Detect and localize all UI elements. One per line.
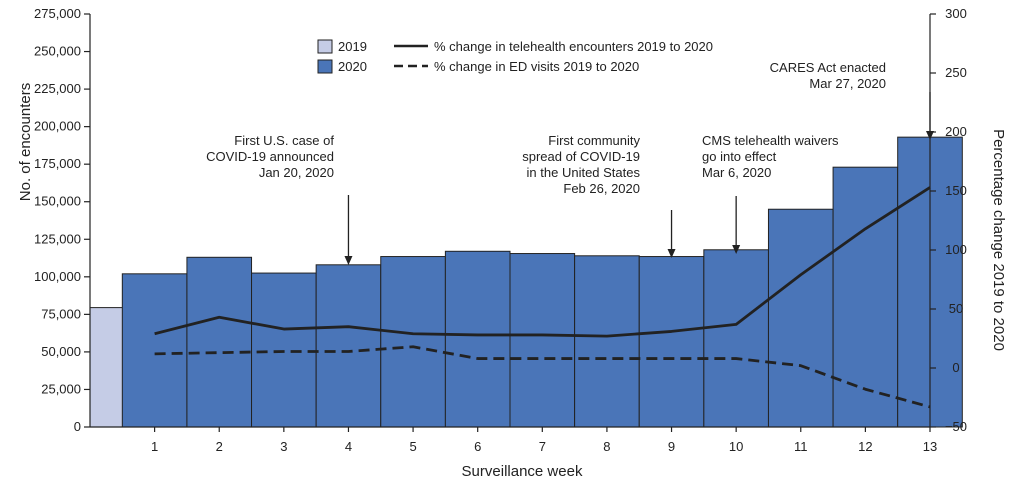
y-tick-label: 25,000 [41,381,81,396]
bar-2020 [444,250,511,428]
annotation-arrowhead [732,245,741,254]
legend: 2019 2020 % change in telehealth encount… [317,39,713,74]
bar-2020 [121,273,188,428]
y-tick-label: 150,000 [34,194,81,209]
x-tick-label: 2 [216,439,223,454]
bar-2020 [703,249,769,428]
x-tick-label: 4 [345,439,352,454]
x-tick-label: 3 [280,439,287,454]
y-tick-label: 175,000 [34,156,81,171]
bar-2020 [251,272,317,428]
annotation-text: Feb 26, 2020 [563,181,640,196]
annotation-text: Mar 27, 2020 [809,76,886,91]
annotation-arrowhead [667,249,676,258]
legend-swatch-2020 [317,59,333,74]
annotation-text: Mar 6, 2020 [702,165,771,180]
y2-axis-title: Percentage change 2019 to 2020 [990,129,1007,351]
plot-area: 0 25,000 50,000 75,000 100,000 125,000 150,000… [34,6,967,454]
bar-2020 [186,256,253,428]
x-tick-label: 9 [668,439,675,454]
y2-tick-label: −50 [945,419,967,434]
annotation-text: CARES Act enacted [770,60,886,75]
annotation-text: First community [548,133,640,148]
annotation-arrowhead [926,131,934,140]
legend-swatch-2019 [317,39,333,54]
y-tick-label: 200,000 [34,119,81,134]
x-tick-label: 6 [474,439,481,454]
y2-tick-label: 100 [945,242,967,257]
x-tick-label: 12 [858,439,872,454]
annotation-arrowhead [344,256,353,265]
y2-tick-label: 300 [945,6,967,21]
annotation-text: CMS telehealth waivers [702,133,839,148]
annotation-text: in the United States [527,165,641,180]
y2-tick-label: 200 [945,124,967,139]
series-line-ed [154,345,931,409]
y2-tick-label: 250 [945,65,967,80]
x-tick-label: 1 [151,439,158,454]
bar-2020 [638,256,705,428]
annotation-text: go into effect [702,149,777,164]
bar-2020 [509,253,576,428]
x-tick-label: 10 [729,439,743,454]
bar-2020 [315,264,382,428]
legend-label-ed: % change in ED visits 2019 to 2020 [434,59,639,74]
y-tick-label: 0 [74,419,81,434]
bar-2020 [767,208,834,428]
y-tick-label: 250,000 [34,44,81,59]
y-axis-title: No. of encounters [17,83,34,201]
y-tick-label: 225,000 [34,81,81,96]
annotation-text: Jan 20, 2020 [259,165,334,180]
annotation-text: COVID-19 announced [206,149,334,164]
bar-2020 [380,256,446,428]
y2-tick-label: 0 [952,360,959,375]
x-tick-label: 8 [603,439,610,454]
x-axis-title: Surveillance week [462,463,583,480]
legend-label-telehealth: % change in telehealth encounters 2019 t… [434,39,713,54]
y2-tick-label: 50 [949,301,963,316]
x-tick-label: 11 [794,439,808,454]
bar-2020 [574,255,640,428]
series-line-telehealth [154,186,931,338]
y-tick-label: 275,000 [34,6,81,21]
y-tick-label: 75,000 [41,306,81,321]
y-tick-label: 100,000 [34,269,81,284]
annotation-text: spread of COVID-19 [522,149,640,164]
x-tick-label: 7 [539,439,546,454]
legend-label-2020: 2020 [338,59,367,74]
y2-tick-label: 150 [945,183,967,198]
legend-label-2019: 2019 [338,39,367,54]
x-tick-label: 13 [923,439,937,454]
x-tick-label: 5 [409,439,416,454]
annotation-text: First U.S. case of [234,133,334,148]
y-tick-label: 125,000 [34,231,81,246]
y-tick-label: 50,000 [41,344,81,359]
